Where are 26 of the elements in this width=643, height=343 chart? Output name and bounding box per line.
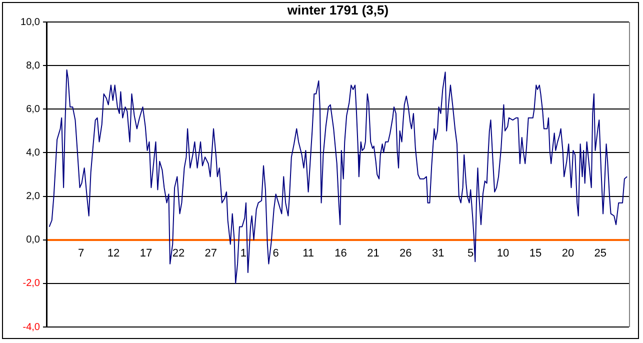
x-tick-label: 7 bbox=[78, 247, 84, 260]
x-tick-label: 20 bbox=[562, 247, 574, 260]
x-tick-label: 11 bbox=[302, 247, 314, 260]
x-tick-label: 31 bbox=[432, 247, 444, 260]
y-tick-label: 8,0 bbox=[26, 60, 40, 72]
x-tick-label: 21 bbox=[367, 247, 380, 260]
y-tick-label: 6,0 bbox=[26, 104, 40, 115]
x-tick-label: 12 bbox=[107, 247, 120, 260]
x-tick-label: 17 bbox=[140, 247, 152, 260]
y-tick-label: -2,0 bbox=[22, 278, 40, 290]
x-tick-label: 22 bbox=[172, 247, 185, 260]
x-tick-label: 16 bbox=[334, 247, 347, 260]
y-tick-label: 2,0 bbox=[26, 191, 40, 202]
x-tick-label: 1 bbox=[240, 247, 246, 260]
y-tick-label: 10,0 bbox=[20, 16, 40, 28]
x-tick-label: 15 bbox=[529, 247, 542, 260]
y-tick-label: 4,0 bbox=[26, 147, 40, 158]
x-tick-label: 27 bbox=[204, 247, 218, 260]
x-tick-label: 10 bbox=[496, 247, 510, 260]
x-tick-label: 26 bbox=[400, 247, 412, 260]
x-tick-label: 6 bbox=[272, 247, 279, 260]
y-tick-label: 0,0 bbox=[26, 234, 40, 246]
x-tick-label: 5 bbox=[468, 247, 474, 260]
y-tick-label: -4,0 bbox=[22, 322, 40, 333]
x-tick-label: 25 bbox=[594, 247, 607, 260]
chart-title: winter 1791 (3,5) bbox=[286, 2, 389, 18]
